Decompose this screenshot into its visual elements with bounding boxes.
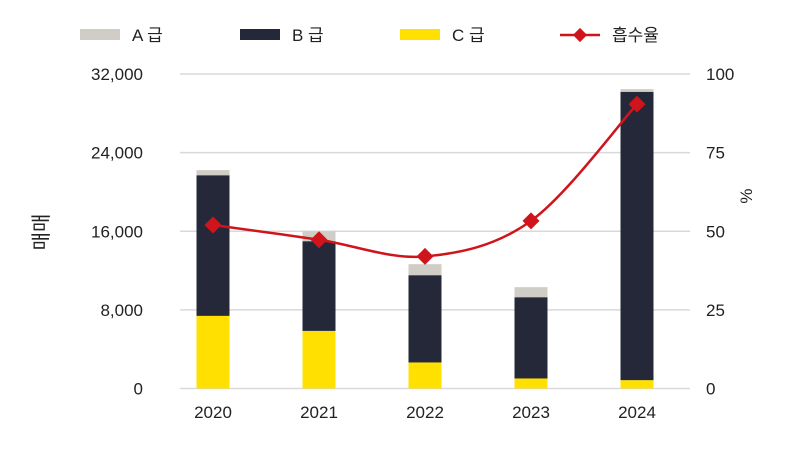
bar-A급-2024 bbox=[620, 89, 654, 92]
y2-tick-label: 50 bbox=[706, 222, 725, 241]
bar-A급-2020 bbox=[196, 170, 230, 176]
legend-label: B 급 bbox=[292, 26, 324, 45]
bar-B급-2021 bbox=[302, 241, 336, 331]
bar-C급-2022 bbox=[408, 362, 442, 389]
y2-tick-label: 0 bbox=[706, 380, 715, 399]
bar-C급-2021 bbox=[302, 330, 336, 389]
right-axis-ticks: 0 25 50 75 100 bbox=[706, 65, 734, 399]
legend: A 급 B 급 C 급 흡수율 bbox=[80, 26, 659, 45]
y2-tick-label: 75 bbox=[706, 144, 725, 163]
bar-C급-2024 bbox=[620, 380, 654, 389]
bar-B급-2020 bbox=[196, 175, 230, 316]
y2-tick-label: 25 bbox=[706, 301, 725, 320]
bar-C급-2023 bbox=[514, 378, 548, 389]
line-marker-2023 bbox=[522, 212, 540, 230]
y-axis-title: 매매 bbox=[30, 214, 53, 251]
line-marker-2022 bbox=[416, 247, 434, 265]
x-tick-label: 2021 bbox=[300, 403, 338, 422]
y-tick-label: 32,000 bbox=[91, 65, 143, 84]
legend-label: A 급 bbox=[132, 26, 163, 45]
y2-axis-title: % bbox=[737, 188, 756, 203]
left-axis-ticks: 0 8,000 16,000 24,000 32,000 bbox=[91, 65, 143, 399]
bar-C급-2020 bbox=[196, 315, 230, 389]
bar-B급-2023 bbox=[514, 297, 548, 379]
bar-B급-2024 bbox=[620, 91, 654, 381]
line-path bbox=[212, 103, 638, 259]
legend-label: 흡수율 bbox=[612, 26, 659, 45]
legend-swatch bbox=[80, 29, 120, 40]
legend-diamond-icon bbox=[572, 27, 588, 43]
legend-label: C 급 bbox=[452, 26, 485, 45]
x-tick-label: 2023 bbox=[512, 403, 550, 422]
y-tick-label: 16,000 bbox=[91, 222, 143, 241]
x-axis-ticks: 2020 2021 2022 2023 2024 bbox=[194, 403, 656, 422]
y2-tick-label: 100 bbox=[706, 65, 734, 84]
x-tick-label: 2020 bbox=[194, 403, 232, 422]
line-marker-2021 bbox=[310, 231, 328, 249]
y-tick-label: 8,000 bbox=[100, 301, 143, 320]
bar-A급-2022 bbox=[408, 264, 442, 276]
y-tick-label: 24,000 bbox=[91, 144, 143, 163]
legend-swatch bbox=[400, 29, 440, 40]
line-series bbox=[204, 95, 646, 265]
bars bbox=[196, 89, 654, 389]
x-tick-label: 2024 bbox=[618, 403, 656, 422]
line-marker-2020 bbox=[204, 216, 222, 234]
x-tick-label: 2022 bbox=[406, 403, 444, 422]
y-tick-label: 0 bbox=[134, 380, 143, 399]
line-marker-2024 bbox=[628, 95, 646, 113]
legend-swatch bbox=[240, 29, 280, 40]
bar-A급-2023 bbox=[514, 287, 548, 298]
bar-B급-2022 bbox=[408, 275, 442, 363]
